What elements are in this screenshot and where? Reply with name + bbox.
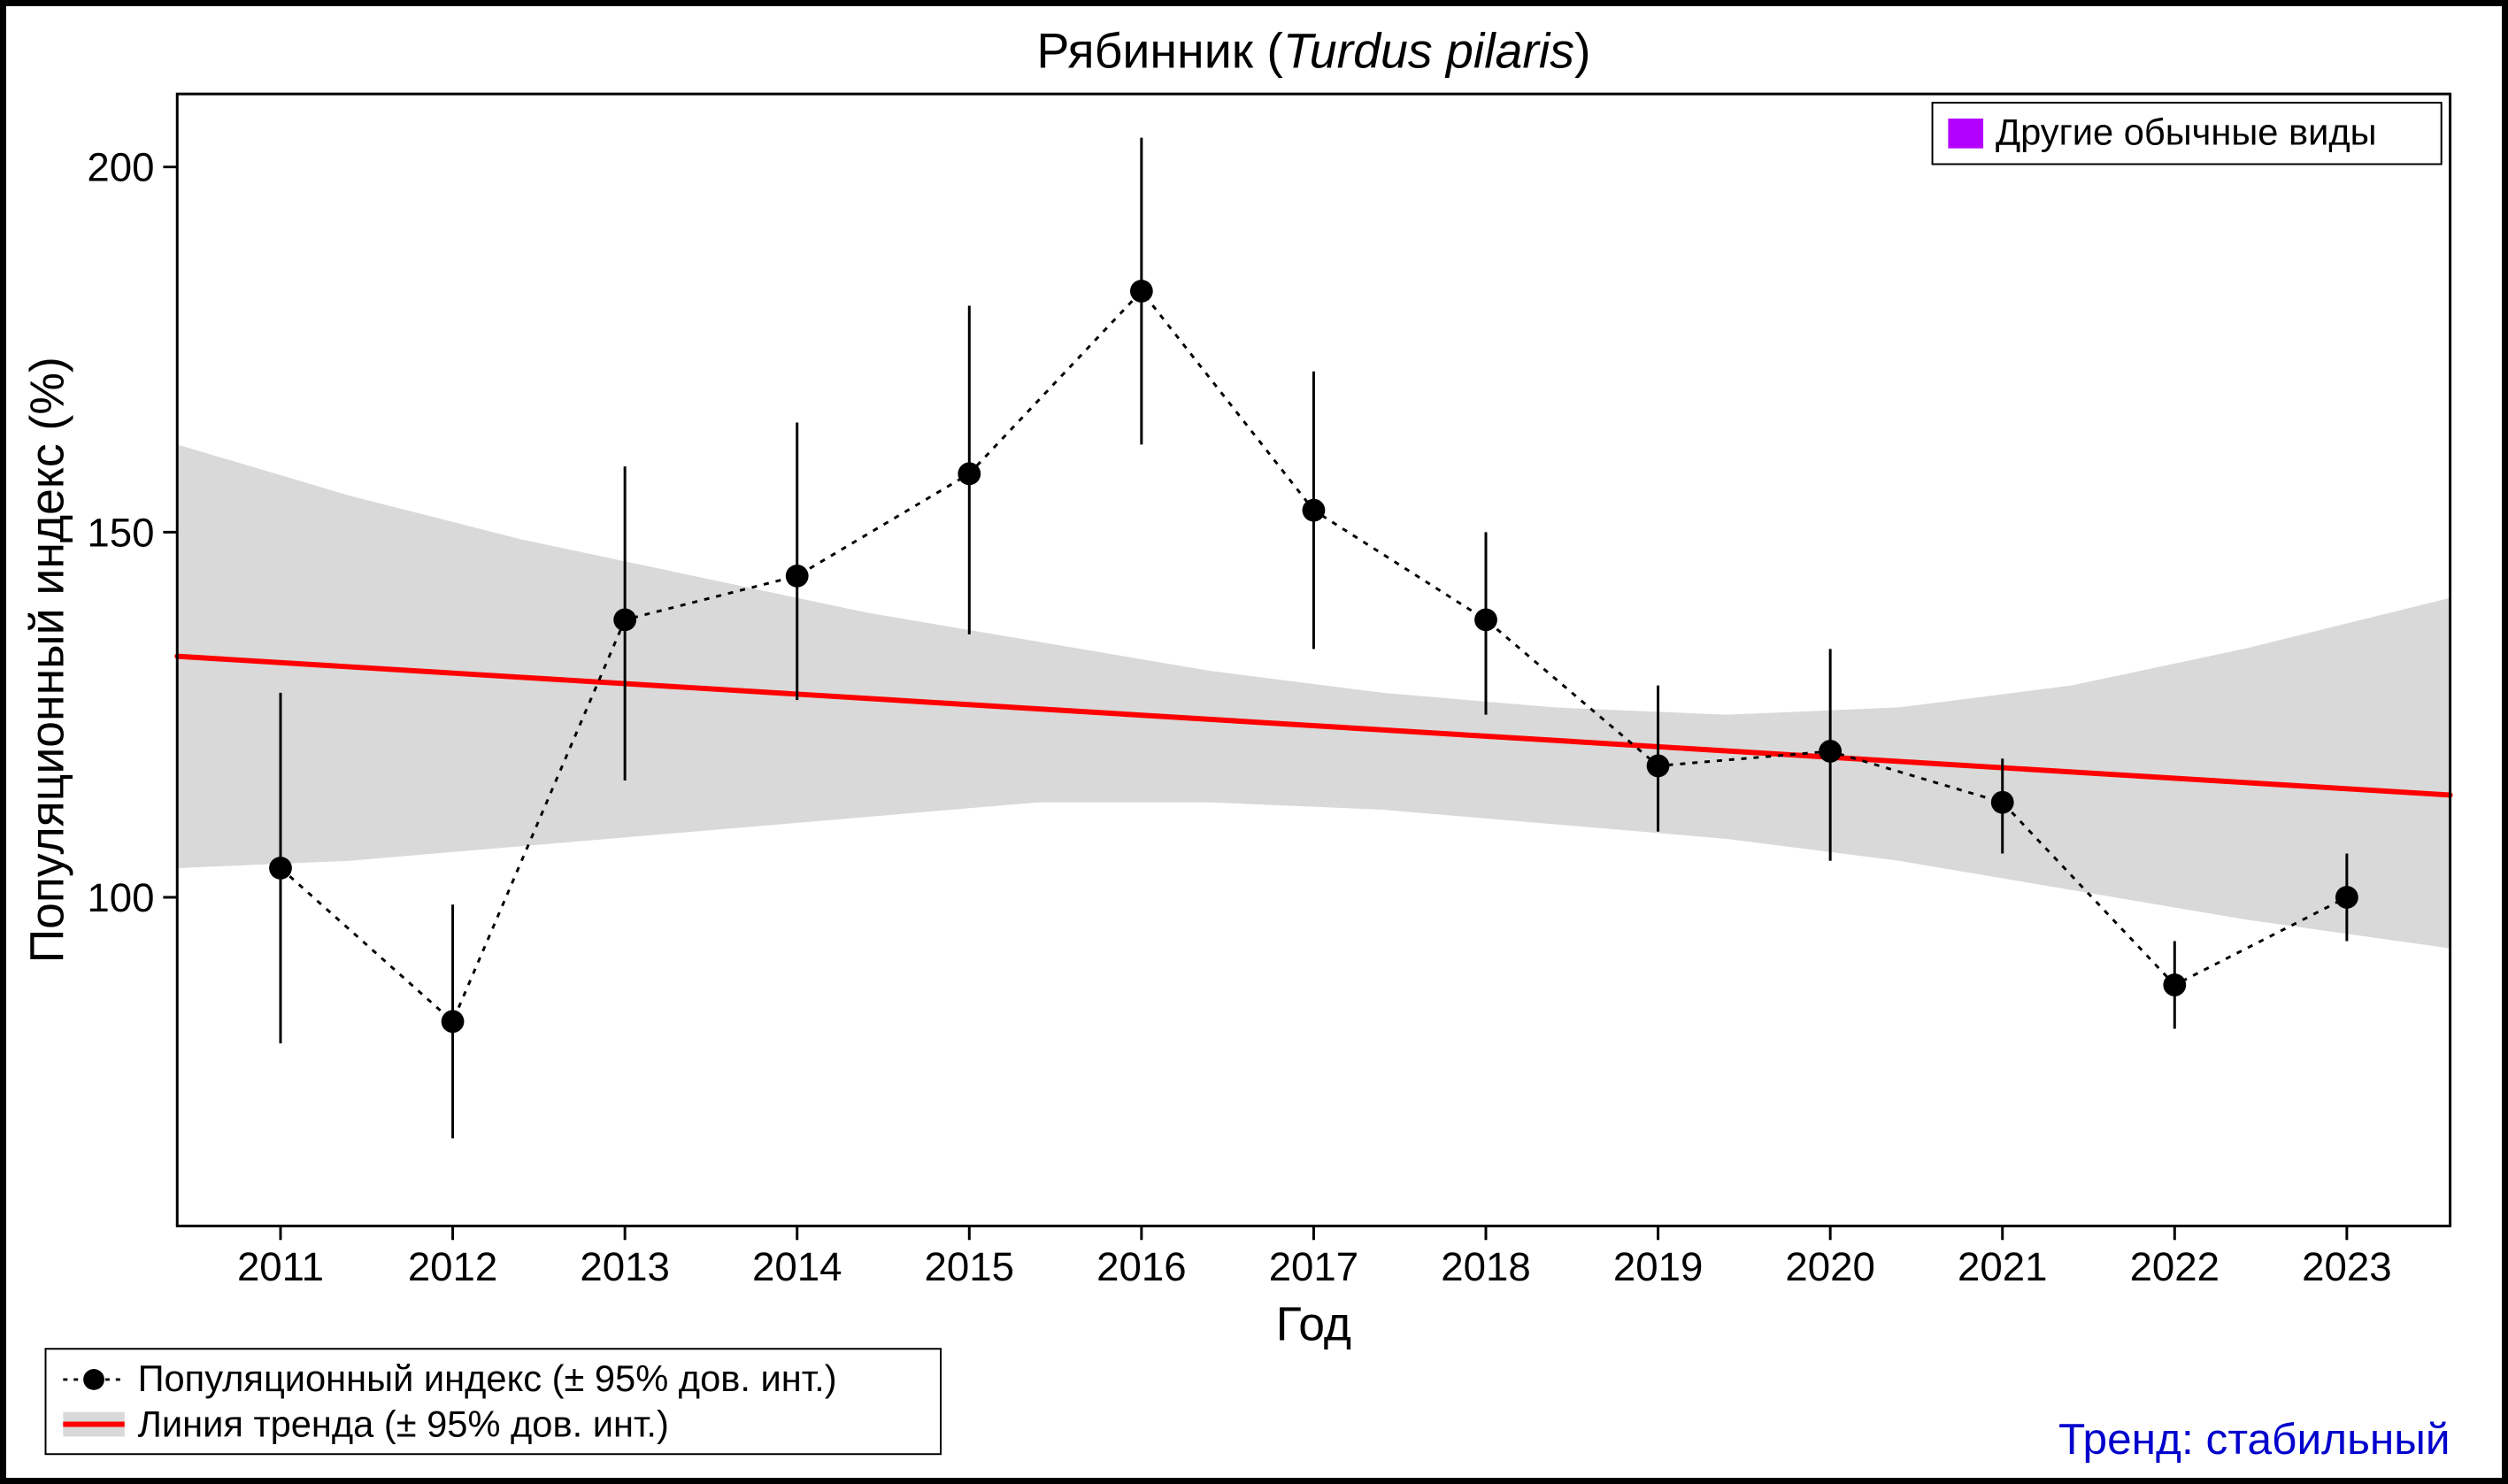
chart-svg: 2011 2012 2013 2014 2015 2016 2017 2018 2019 2020… — [6, 6, 2502, 1478]
data-marker — [1991, 791, 2014, 814]
x-tick-label: 2019 — [1613, 1244, 1703, 1289]
y-tick-label: 200 — [87, 145, 154, 190]
x-tick-label: 2018 — [1441, 1244, 1530, 1289]
data-marker — [1819, 740, 1842, 763]
y-axis-label: Популяционный индекс (%) — [21, 357, 73, 963]
data-marker — [1474, 608, 1497, 631]
trend-label-value: стабильный — [2206, 1414, 2450, 1464]
data-marker — [442, 1010, 465, 1033]
trend-label-prefix: Тренд: — [2058, 1414, 2206, 1464]
legend-bottom-line1: Популяционный индекс (± 95% дов. инт.) — [138, 1357, 837, 1399]
data-marker — [2163, 973, 2186, 996]
x-tick-label: 2022 — [2130, 1244, 2220, 1289]
x-tick-label: 2013 — [580, 1244, 669, 1289]
y-tick-label: 100 — [87, 875, 154, 920]
x-tick-label: 2020 — [1785, 1244, 1874, 1289]
legend-top-swatch — [1948, 119, 1983, 149]
y-tick-label: 150 — [87, 510, 154, 555]
data-marker — [958, 462, 981, 485]
data-marker — [1647, 755, 1670, 778]
title-italic: Turdus pilaris — [1283, 23, 1574, 78]
x-tick-label: 2015 — [925, 1244, 1014, 1289]
legend-bottom-line2: Линия тренда (± 95% дов. инт.) — [138, 1403, 669, 1444]
x-tick-label: 2011 — [237, 1244, 324, 1289]
data-marker — [269, 857, 292, 880]
x-tick-label: 2021 — [1958, 1244, 2047, 1289]
x-tick-label: 2023 — [2302, 1244, 2391, 1289]
x-axis-label: Год — [1276, 1298, 1351, 1350]
x-tick-label: 2016 — [1096, 1244, 1186, 1289]
chart-container: 2011 2012 2013 2014 2015 2016 2017 2018 2019 2020… — [0, 0, 2508, 1484]
x-tick-label: 2012 — [408, 1244, 497, 1289]
chart-title: Рябинник (Turdus pilaris) — [1036, 23, 1590, 78]
trend-status-text: Тренд: стабильный — [2058, 1414, 2450, 1464]
title-suffix: ) — [1574, 23, 1591, 78]
data-marker — [613, 608, 636, 631]
legend-symbol-data-marker — [83, 1369, 104, 1390]
x-tick-label: 2014 — [752, 1244, 842, 1289]
data-marker — [786, 565, 809, 588]
legend-top-text: Другие обычные виды — [1996, 111, 2377, 153]
x-tick-label: 2017 — [1269, 1244, 1358, 1289]
data-marker — [1303, 499, 1326, 522]
title-prefix: Рябинник ( — [1036, 23, 1283, 78]
data-marker — [2335, 886, 2358, 909]
data-marker — [1130, 280, 1153, 303]
